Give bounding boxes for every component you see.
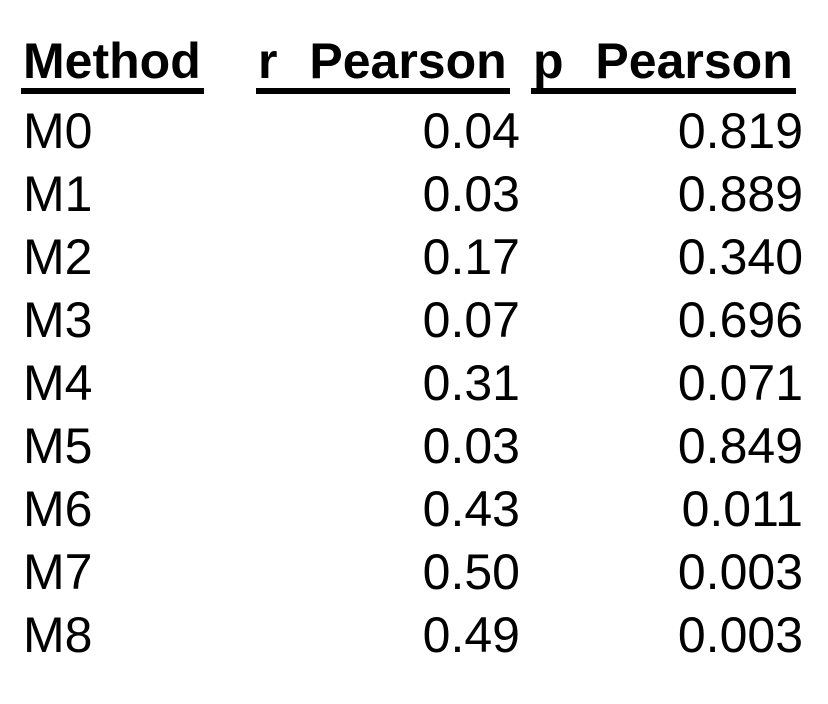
- column-header-r-pearson: r Pearson: [256, 32, 520, 100]
- r-value-cell: 0.04: [422, 103, 520, 159]
- method-cell: M7: [23, 544, 93, 600]
- table-row: M8 0.49 0.003: [23, 604, 803, 667]
- r-value-cell: 0.31: [422, 355, 520, 411]
- table-row: M1 0.03 0.889: [23, 163, 803, 226]
- p-value-cell: 0.849: [677, 418, 803, 474]
- p-value-cell: 0.340: [677, 229, 803, 285]
- method-cell: M6: [23, 481, 93, 537]
- p-value-cell: 0.003: [677, 544, 803, 600]
- column-header-method-label: Method: [21, 36, 204, 94]
- p-value-cell: 0.003: [677, 607, 803, 663]
- table-row: M4 0.31 0.071: [23, 352, 803, 415]
- p-value-cell: 0.819: [677, 103, 803, 159]
- table-row: M0 0.04 0.819: [23, 100, 803, 163]
- column-header-r-pearson-label: r Pearson: [256, 36, 510, 94]
- method-cell: M8: [23, 607, 93, 663]
- pearson-correlation-table: Method r Pearson p Pearson M0 0.04 0.819…: [21, 32, 803, 667]
- table-row: M2 0.17 0.340: [23, 226, 803, 289]
- table-row: M3 0.07 0.696: [23, 289, 803, 352]
- r-value-cell: 0.03: [422, 166, 520, 222]
- r-value-cell: 0.03: [422, 418, 520, 474]
- table-row: M7 0.50 0.003: [23, 541, 803, 604]
- pearson-correlation-table-wrap: Method r Pearson p Pearson M0 0.04 0.819…: [21, 32, 803, 667]
- p-value-cell: 0.889: [677, 166, 803, 222]
- p-value-cell: 0.071: [677, 355, 803, 411]
- table-header-row: Method r Pearson p Pearson: [21, 32, 803, 100]
- table-row: M6 0.43 0.011: [23, 478, 803, 541]
- column-header-p-pearson-label: p Pearson: [531, 36, 796, 94]
- column-header-method: Method: [21, 32, 258, 100]
- p-value-cell: 0.696: [677, 292, 803, 348]
- r-value-cell: 0.07: [422, 292, 520, 348]
- method-cell: M2: [23, 229, 93, 285]
- r-value-cell: 0.50: [422, 544, 520, 600]
- method-cell: M1: [23, 166, 93, 222]
- r-value-cell: 0.49: [422, 607, 520, 663]
- column-header-p-pearson: p Pearson: [520, 32, 803, 100]
- method-cell: M5: [23, 418, 93, 474]
- method-cell: M4: [23, 355, 93, 411]
- r-value-cell: 0.43: [422, 481, 520, 537]
- method-cell: M0: [23, 103, 93, 159]
- r-value-cell: 0.17: [422, 229, 520, 285]
- table-row: M5 0.03 0.849: [23, 415, 803, 478]
- p-value-cell: 0.011: [681, 481, 803, 537]
- method-cell: M3: [23, 292, 93, 348]
